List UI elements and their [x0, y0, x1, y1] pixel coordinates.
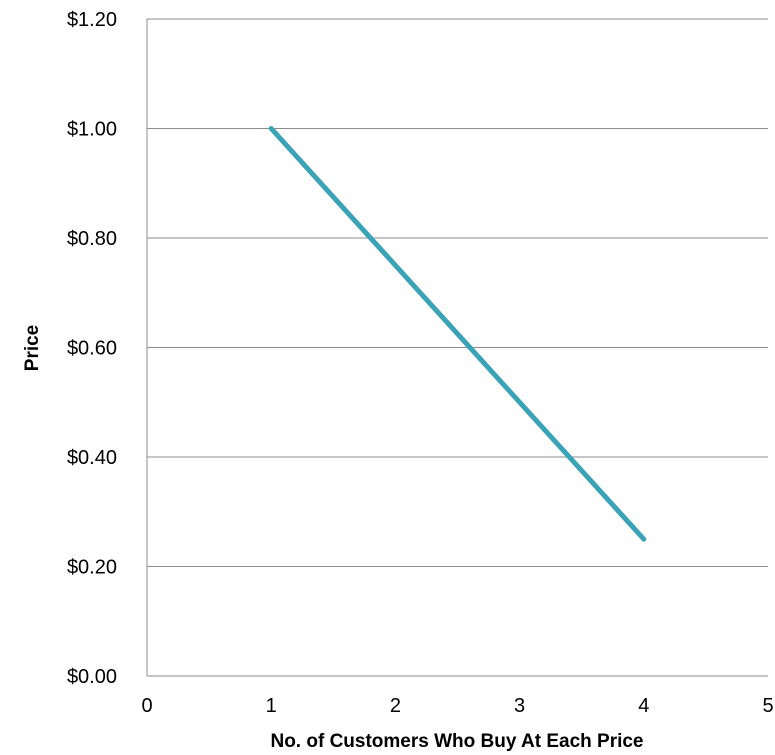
y-tick-label: $0.60 [67, 338, 117, 360]
y-tick-labels: $0.00 $0.20 $0.40 $0.60 $0.80 $1.00 $1.20 [67, 9, 117, 688]
y-tick-label: $0.80 [67, 228, 117, 250]
x-tick-labels: 0 1 2 3 4 5 [141, 695, 773, 717]
x-tick-label: 3 [514, 695, 525, 717]
gridlines [147, 18, 768, 677]
y-tick-label: $0.40 [67, 447, 117, 469]
y-tick-label: $1.00 [67, 119, 117, 141]
y-axis-title: Price [22, 325, 43, 371]
x-tick-label: 4 [638, 695, 649, 717]
y-tick-label: $1.20 [67, 9, 117, 31]
series-layer [268, 126, 647, 542]
series-line [268, 126, 647, 542]
x-axis-title: No. of Customers Who Buy At Each Price [270, 731, 643, 752]
y-tick-label: $0.20 [67, 557, 117, 579]
x-tick-label: 0 [141, 695, 152, 717]
y-tick-label: $0.00 [67, 666, 117, 688]
x-tick-label: 5 [762, 695, 773, 717]
x-tick-label: 2 [390, 695, 401, 717]
x-tick-label: 1 [266, 695, 277, 717]
